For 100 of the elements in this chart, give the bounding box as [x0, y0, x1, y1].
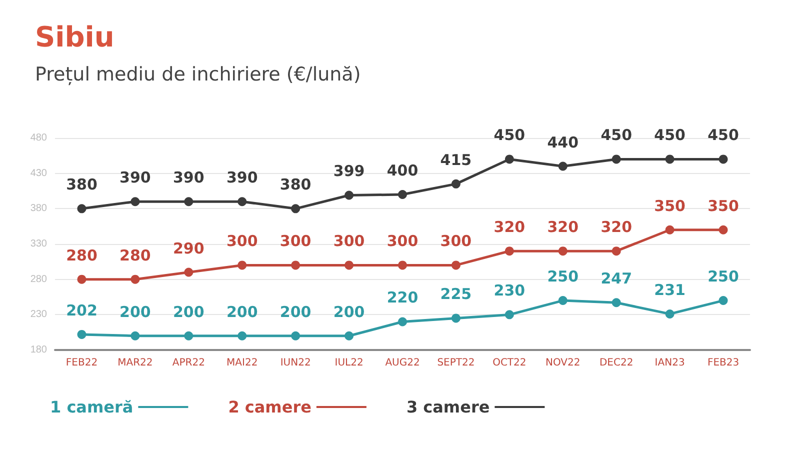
point: [718, 225, 728, 234]
legend-label: 2 camere: [228, 398, 312, 416]
point: [612, 298, 621, 308]
data-label: 380: [66, 176, 98, 194]
point: [344, 260, 354, 270]
point: [77, 204, 86, 214]
x-tick-label: APR22: [172, 358, 205, 368]
data-label: 230: [494, 282, 526, 300]
data-label: 202: [66, 301, 98, 320]
y-tick-label: 480: [30, 132, 48, 144]
data-label: 450: [600, 126, 632, 144]
data-label: 390: [173, 168, 204, 187]
point: [665, 154, 674, 164]
data-label: 390: [120, 168, 151, 187]
data-label: 440: [547, 133, 579, 152]
data-label: 350: [708, 196, 739, 215]
data-label: 280: [120, 246, 151, 264]
y-tick-label: 230: [30, 309, 48, 320]
data-label: 320: [600, 218, 632, 236]
point: [130, 331, 140, 340]
x-tick-label: DEC22: [599, 358, 634, 368]
point: [451, 179, 460, 188]
data-label: 450: [654, 126, 686, 144]
point: [130, 197, 140, 206]
data-label: 380: [280, 176, 312, 194]
x-tick-label: IAN23: [654, 358, 685, 368]
x-tick-label: NOV22: [546, 358, 580, 368]
y-tick-label: 280: [30, 274, 48, 285]
legend-label: 3 camere: [406, 398, 490, 416]
point: [718, 154, 728, 164]
data-label: 231: [654, 280, 686, 299]
point: [718, 296, 728, 306]
point: [130, 274, 140, 284]
x-tick-label: FEB23: [707, 358, 740, 368]
data-label: 225: [440, 285, 472, 304]
data-label: 290: [173, 239, 204, 258]
x-tick-label: FEB22: [66, 358, 98, 368]
y-tick-label: 380: [30, 203, 48, 214]
point: [77, 330, 86, 339]
data-label: 280: [66, 246, 98, 264]
y-tick-label: 430: [30, 168, 48, 179]
point: [504, 154, 514, 164]
point: [504, 310, 514, 320]
point: [184, 331, 194, 340]
x-tick-label: MAR22: [118, 358, 153, 368]
point: [451, 260, 460, 270]
point: [238, 331, 247, 340]
legend-label: 1 cameră: [50, 398, 134, 416]
data-label: 200: [226, 302, 258, 321]
data-label: 450: [708, 126, 739, 144]
data-label: 250: [708, 268, 739, 286]
x-tick-label: IUN22: [280, 358, 311, 368]
point: [184, 197, 194, 206]
data-label: 300: [440, 232, 472, 250]
point: [504, 246, 514, 256]
data-label: 450: [494, 126, 526, 144]
point: [558, 296, 568, 306]
point: [291, 260, 300, 270]
x-tick-label: OCT22: [492, 358, 526, 368]
point: [238, 260, 247, 270]
point: [451, 314, 460, 323]
data-label: 390: [226, 168, 258, 187]
data-label: 399: [333, 162, 365, 180]
point: [665, 225, 674, 234]
y-tick-label: 330: [30, 238, 48, 250]
data-label: 200: [280, 302, 312, 321]
chart-subtitle: Prețul mediu de inchiriere (€/lună): [35, 64, 361, 86]
point: [558, 162, 568, 171]
y-tick-label: 180: [30, 344, 48, 356]
point: [398, 190, 407, 200]
data-label: 350: [654, 196, 686, 215]
x-tick-label: SEPT22: [437, 358, 475, 368]
data-label: 200: [120, 302, 151, 321]
data-label: 320: [547, 218, 579, 236]
point: [291, 331, 300, 340]
x-tick-label: AUG22: [385, 358, 420, 368]
point: [344, 331, 354, 340]
point: [344, 190, 354, 200]
data-label: 300: [280, 232, 312, 250]
point: [77, 274, 86, 284]
chart-title: Sibiu: [35, 20, 114, 54]
point: [398, 317, 407, 326]
data-label: 320: [494, 218, 526, 236]
data-label: 250: [547, 268, 579, 286]
point: [612, 246, 621, 256]
point: [238, 197, 247, 206]
data-label: 300: [226, 232, 258, 250]
data-label: 300: [386, 232, 418, 250]
data-label: 300: [333, 232, 365, 250]
data-label: 220: [386, 288, 418, 307]
x-tick-label: MAI22: [226, 358, 258, 368]
data-label: 400: [386, 162, 418, 180]
data-label: 415: [440, 150, 472, 169]
data-label: 200: [333, 302, 365, 321]
point: [398, 260, 407, 270]
point: [665, 309, 674, 318]
data-label: 247: [600, 270, 632, 288]
point: [184, 268, 194, 277]
point: [612, 154, 621, 164]
x-tick-label: IUL22: [334, 358, 364, 368]
